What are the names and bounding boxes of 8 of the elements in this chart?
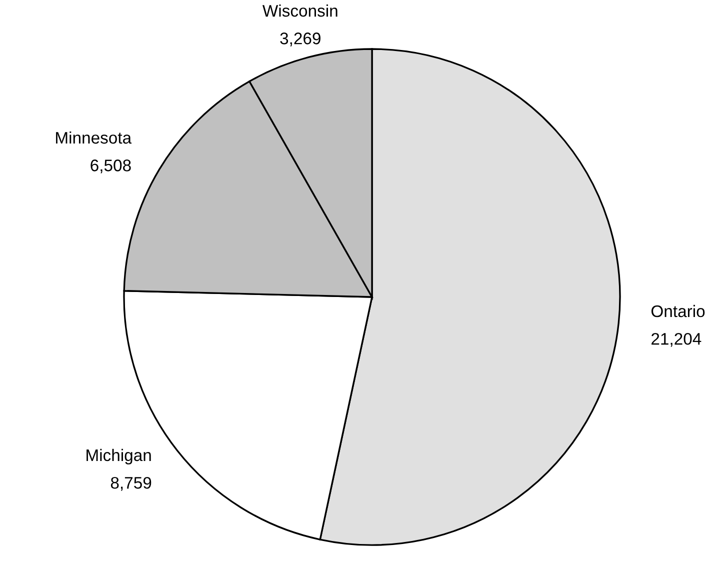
slice-label: Minnesota (56, 131, 132, 144)
slice-label: Michigan (86, 448, 151, 464)
slice-label: Ontario (651, 304, 705, 318)
data-label: 6,508 (90, 160, 131, 174)
slice-label: Wisconsin (262, 4, 338, 17)
data-label: 3,269 (280, 32, 320, 46)
data-label: 21,204 (652, 332, 702, 347)
data-label: 8,759 (110, 476, 152, 491)
